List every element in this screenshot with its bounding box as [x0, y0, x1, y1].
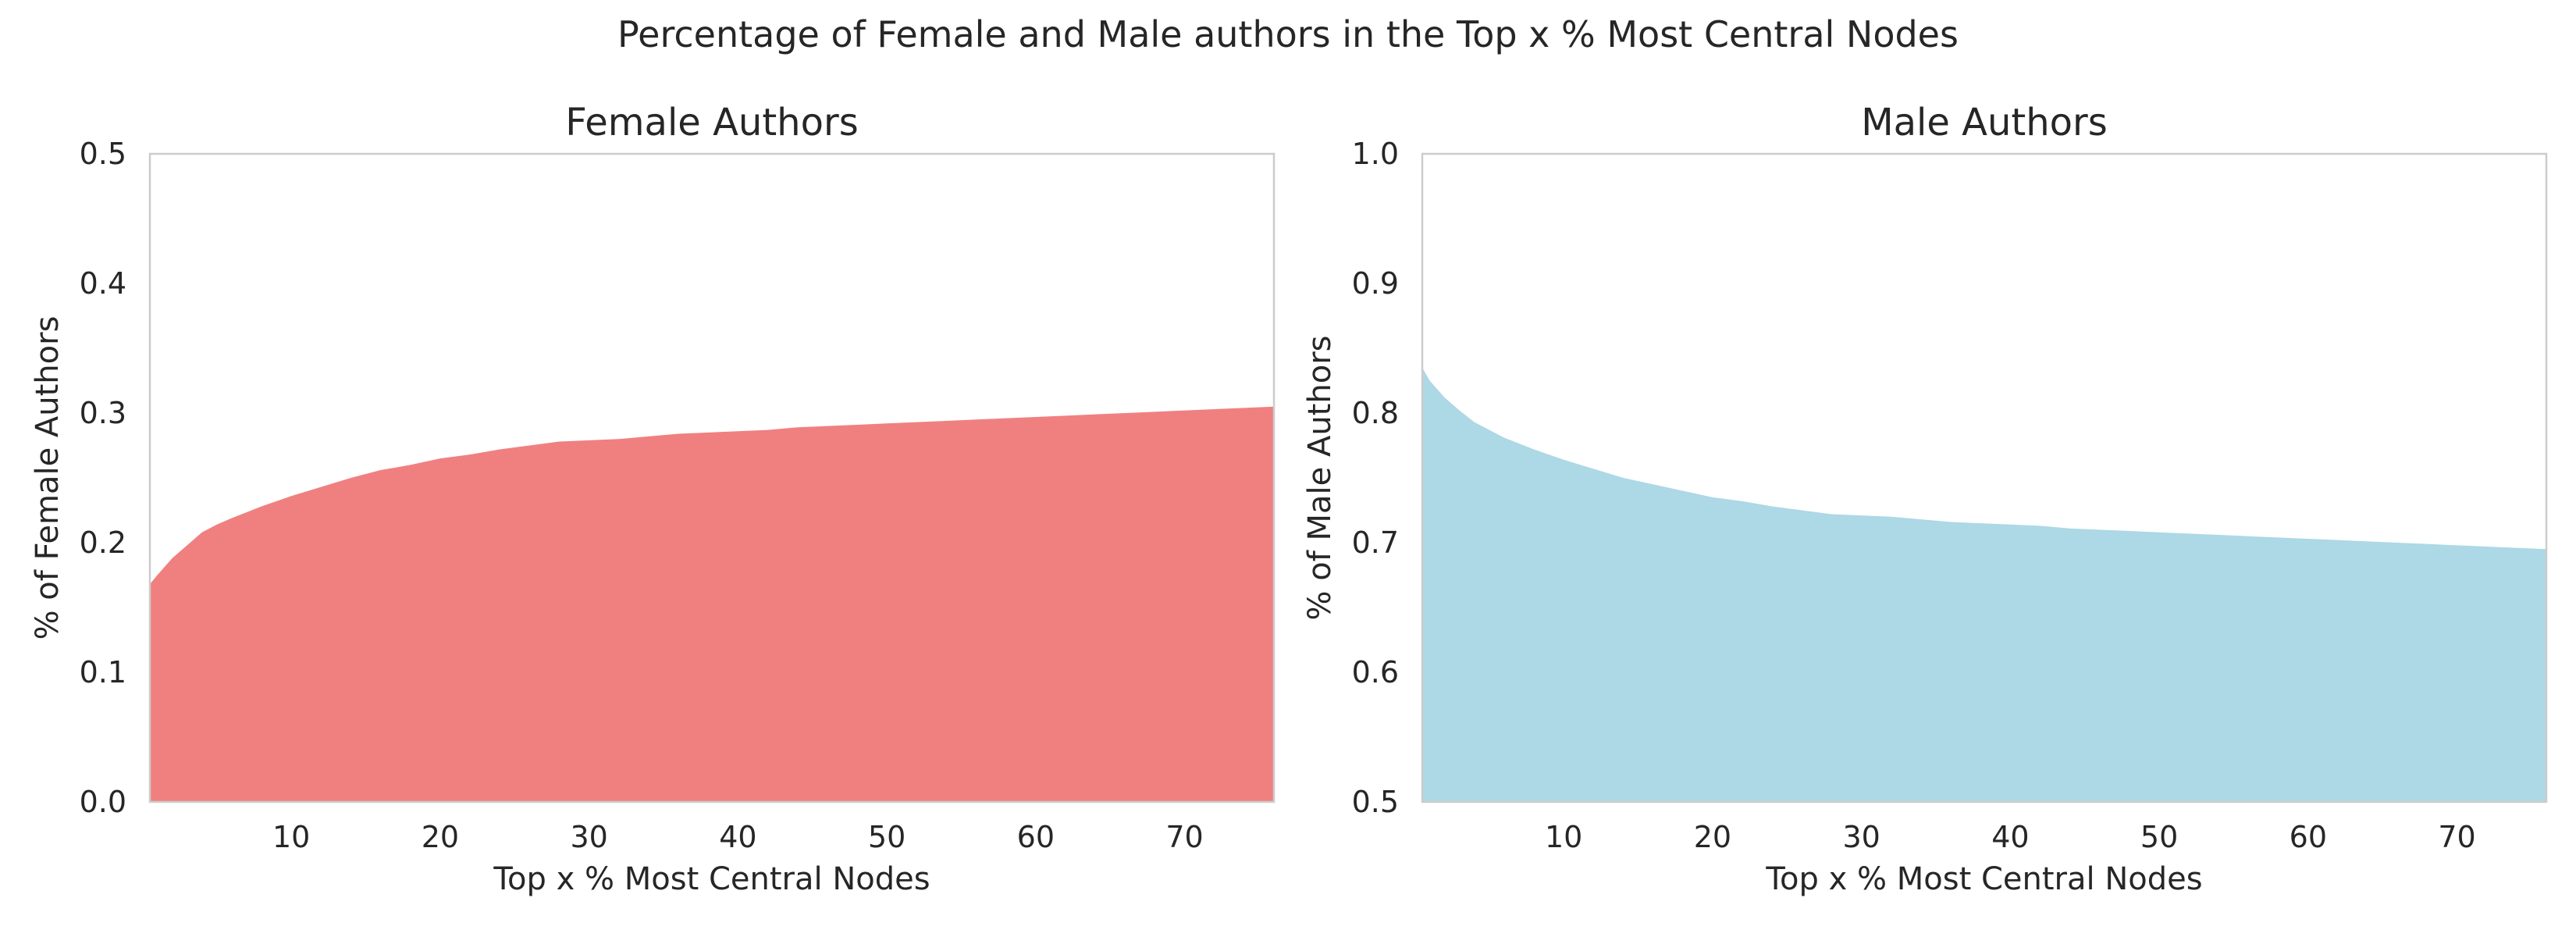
x-axis-label-female: Top x % Most Central Nodes — [493, 861, 930, 897]
y-tick-label: 0.7 — [1352, 526, 1399, 560]
y-tick-label: 0.5 — [1352, 785, 1399, 819]
y-tick-label: 0.4 — [80, 266, 126, 301]
y-tick-label: 0.9 — [1352, 266, 1399, 301]
x-tick-label: 30 — [1842, 820, 1880, 854]
y-axis-label-male: % of Male Authors — [1302, 336, 1338, 621]
panel-male: Male Authors 10 20 30 40 50 60 70 0.5 0.6 0.7 0.8 0.… — [1302, 101, 2548, 897]
y-axis-label-female: % of Female Authors — [30, 316, 66, 640]
area-series-male — [1422, 367, 2546, 802]
panel-title-male: Male Authors — [1861, 101, 2108, 144]
y-tick-label: 0.2 — [80, 526, 126, 560]
x-tick-label: 50 — [2140, 820, 2178, 854]
area-series-female — [150, 406, 1274, 802]
y-tick-label: 0.1 — [80, 655, 126, 689]
x-tick-label: 60 — [2290, 820, 2327, 854]
y-tick-label: 1.0 — [1352, 137, 1399, 171]
panel-female: Female Authors 10 20 30 40 50 60 70 0.0 0.1 0.2 0.3… — [30, 101, 1276, 897]
x-tick-label: 10 — [1545, 820, 1582, 854]
x-tick-label: 50 — [868, 820, 906, 854]
x-tick-label: 20 — [1694, 820, 1731, 854]
y-tick-label: 0.6 — [1352, 655, 1399, 689]
y-tick-label: 0.3 — [80, 396, 126, 430]
x-axis-label-male: Top x % Most Central Nodes — [1765, 861, 2202, 897]
x-tick-label: 70 — [1165, 820, 1203, 854]
plot-frame-female — [148, 152, 1276, 803]
x-tick-label: 60 — [1017, 820, 1055, 854]
x-tick-label: 40 — [719, 820, 756, 854]
x-tick-label: 20 — [422, 820, 459, 854]
y-tick-label: 0.8 — [1352, 396, 1399, 430]
figure-title: Percentage of Female and Male authors in… — [617, 13, 1959, 55]
panel-title-female: Female Authors — [565, 101, 858, 144]
x-tick-label: 30 — [570, 820, 607, 854]
y-tick-label: 0.5 — [80, 137, 126, 171]
plot-frame-male — [1421, 152, 2548, 803]
x-tick-label: 40 — [1991, 820, 2029, 854]
x-tick-label: 10 — [272, 820, 310, 854]
x-tick-label: 70 — [2438, 820, 2475, 854]
y-tick-label: 0.0 — [80, 785, 126, 819]
